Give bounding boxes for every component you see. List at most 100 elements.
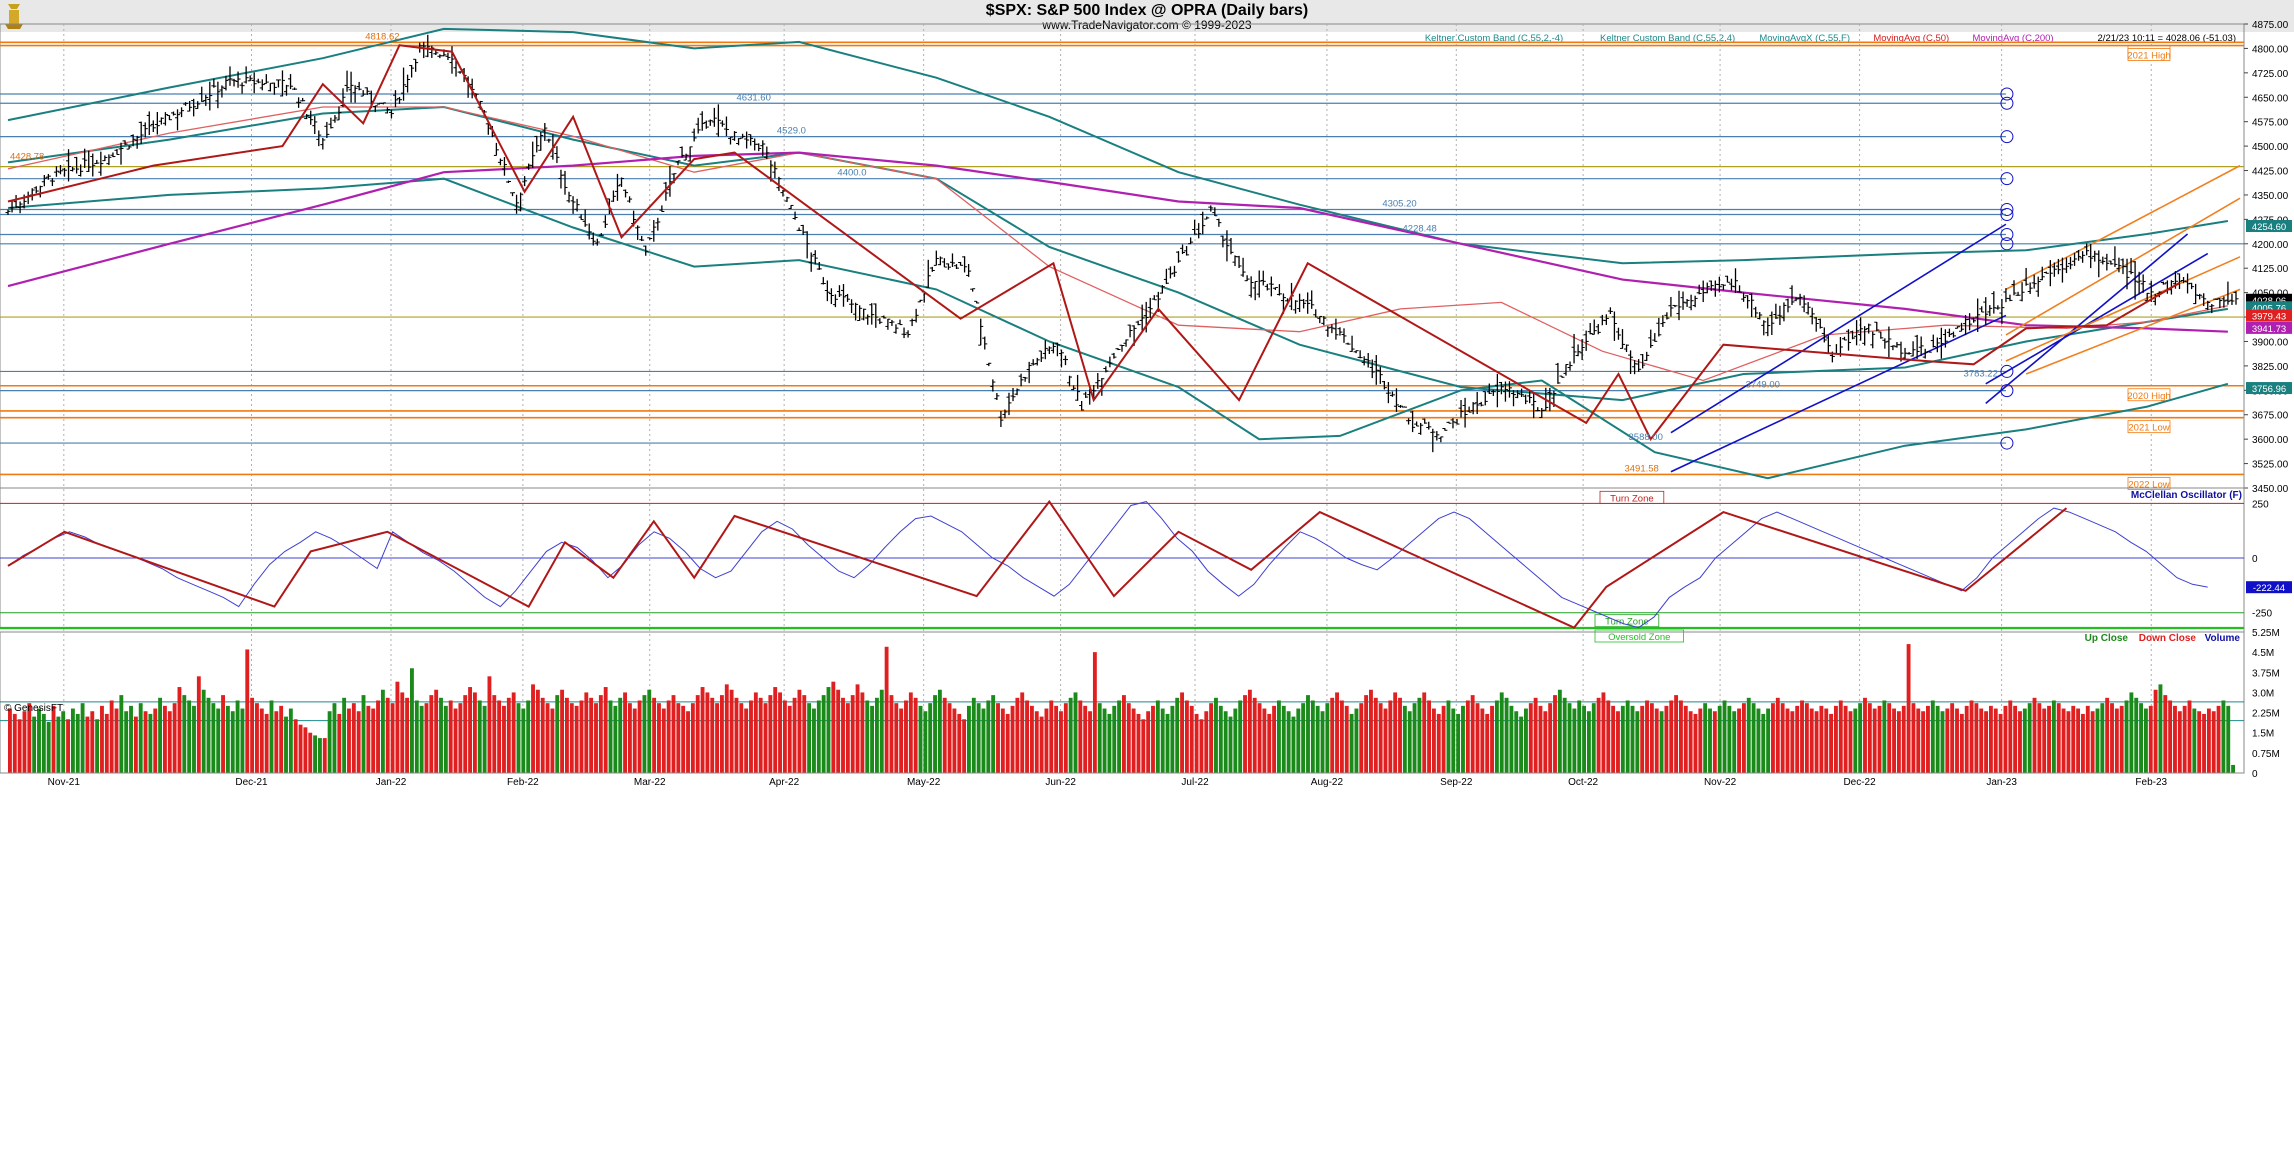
volume-bar bbox=[957, 713, 962, 773]
volume-bar bbox=[1480, 708, 1485, 773]
volume-bar bbox=[390, 703, 395, 773]
volume-bar bbox=[1306, 695, 1310, 773]
volume-bar bbox=[1930, 700, 1935, 773]
volume-bar bbox=[1373, 697, 1378, 773]
volume-bar bbox=[172, 703, 177, 773]
volume-bar bbox=[1572, 708, 1577, 773]
last-value-badge bbox=[2246, 220, 2292, 233]
volume-bar bbox=[2216, 705, 2221, 773]
oscillator-tick-label: -250 bbox=[2252, 609, 2272, 620]
volume-bar bbox=[1586, 711, 1591, 773]
volume-bar bbox=[1848, 711, 1853, 773]
level-tag-box bbox=[2127, 477, 2171, 490]
oscillator-value-badge bbox=[2246, 581, 2292, 594]
level-marker-icon bbox=[2000, 172, 2014, 186]
volume-bar bbox=[928, 703, 933, 773]
volume-bar bbox=[250, 697, 255, 773]
volume-bar bbox=[1509, 705, 1514, 773]
volume-bar bbox=[376, 700, 380, 773]
volume-bar bbox=[1819, 705, 1824, 773]
volume-bar bbox=[836, 689, 841, 773]
level-tag-box bbox=[2127, 420, 2171, 434]
volume-bar bbox=[2187, 700, 2192, 773]
volume-bar bbox=[1436, 713, 1441, 773]
volume-bar bbox=[778, 692, 782, 773]
keltner-lower-band bbox=[7, 177, 2229, 480]
volume-bar bbox=[279, 705, 284, 773]
volume-bar bbox=[235, 700, 240, 773]
volume-bar bbox=[1286, 711, 1291, 773]
date-tick-label: Jul-22 bbox=[1181, 777, 1209, 788]
volume-bar bbox=[1649, 703, 1654, 773]
volume-bar bbox=[1664, 705, 1669, 773]
volume-bar bbox=[216, 708, 221, 773]
volume-bar bbox=[124, 711, 129, 773]
zone-tag-label: Oversold Zone bbox=[1608, 632, 1670, 643]
volume-bar bbox=[1955, 708, 1959, 773]
volume-bar bbox=[361, 695, 366, 773]
volume-bar bbox=[521, 708, 526, 773]
volume-bar bbox=[991, 695, 996, 773]
price-annotation: 4228.48 bbox=[1403, 224, 1437, 235]
volume-bar bbox=[1611, 705, 1616, 773]
volume-bar bbox=[642, 695, 647, 773]
volume-bar bbox=[1083, 705, 1088, 773]
volume-bar bbox=[511, 692, 516, 773]
price-annotation: 4631.60 bbox=[737, 92, 771, 103]
volume-bar bbox=[1122, 695, 1126, 773]
volume-bar bbox=[676, 703, 681, 773]
volume-bar bbox=[1984, 711, 1989, 773]
volume-bar bbox=[1281, 705, 1286, 773]
volume-bar bbox=[1218, 705, 1223, 773]
last-value-badge bbox=[2246, 309, 2292, 322]
volume-bar bbox=[1557, 689, 1562, 773]
volume-bar bbox=[1959, 713, 1964, 773]
volume-bar bbox=[850, 695, 855, 773]
volume-bar bbox=[865, 700, 870, 773]
volume-bar bbox=[1921, 711, 1926, 773]
price-tick-label: 3450.00 bbox=[2252, 484, 2289, 495]
volume-bar bbox=[1906, 644, 1911, 773]
level-tag-label: 2022 Low bbox=[2128, 479, 2169, 490]
date-tick-label: Feb-22 bbox=[507, 777, 539, 788]
volume-bar bbox=[1170, 705, 1175, 773]
volume-bar bbox=[2022, 708, 2027, 773]
oscillator-tick-label: 0 bbox=[2252, 554, 2258, 565]
last-value-badge-label: 4254.60 bbox=[2252, 222, 2286, 233]
date-axis: Nov-21 Dec-21 Jan-22 Feb-22 Mar-22 Apr-22 May-… bbox=[0, 772, 2244, 788]
volume-bar bbox=[976, 703, 981, 773]
price-tick-label: 3600.00 bbox=[2252, 435, 2289, 446]
volume-bar bbox=[1214, 697, 1218, 773]
volume-bar bbox=[1683, 705, 1688, 773]
volume-bar bbox=[1732, 711, 1737, 773]
volume-bar bbox=[1465, 700, 1470, 773]
volume-bar bbox=[2051, 700, 2056, 773]
volume-bar bbox=[70, 708, 75, 773]
volume-bar bbox=[1640, 705, 1645, 773]
volume-bar bbox=[225, 705, 230, 773]
volume-bar bbox=[153, 708, 158, 773]
volume-bar bbox=[1766, 708, 1771, 773]
volume-bar bbox=[385, 697, 390, 773]
volume-bar bbox=[2081, 713, 2085, 773]
volume-bar bbox=[923, 711, 928, 773]
volume-bar bbox=[1025, 700, 1030, 773]
volume-bar bbox=[565, 697, 569, 773]
volume-bar bbox=[1635, 711, 1640, 773]
volume-bar bbox=[1039, 716, 1044, 773]
volume-bar bbox=[1272, 705, 1277, 773]
volume-bar bbox=[1359, 703, 1364, 773]
volume-bar bbox=[1238, 700, 1243, 773]
volume-bar bbox=[1703, 703, 1708, 773]
volume-bar bbox=[327, 711, 332, 773]
trend-channel-line bbox=[2005, 256, 2241, 362]
volume-bar bbox=[652, 697, 657, 773]
volume-bar bbox=[2226, 705, 2231, 773]
volume-bar bbox=[1243, 695, 1247, 773]
volume-bar bbox=[46, 721, 51, 773]
volume-bar bbox=[1911, 703, 1916, 773]
volume-bar bbox=[1693, 713, 1698, 773]
volume-bar bbox=[356, 711, 361, 773]
volume-bar bbox=[2124, 700, 2129, 773]
volume-bar bbox=[1620, 705, 1625, 773]
